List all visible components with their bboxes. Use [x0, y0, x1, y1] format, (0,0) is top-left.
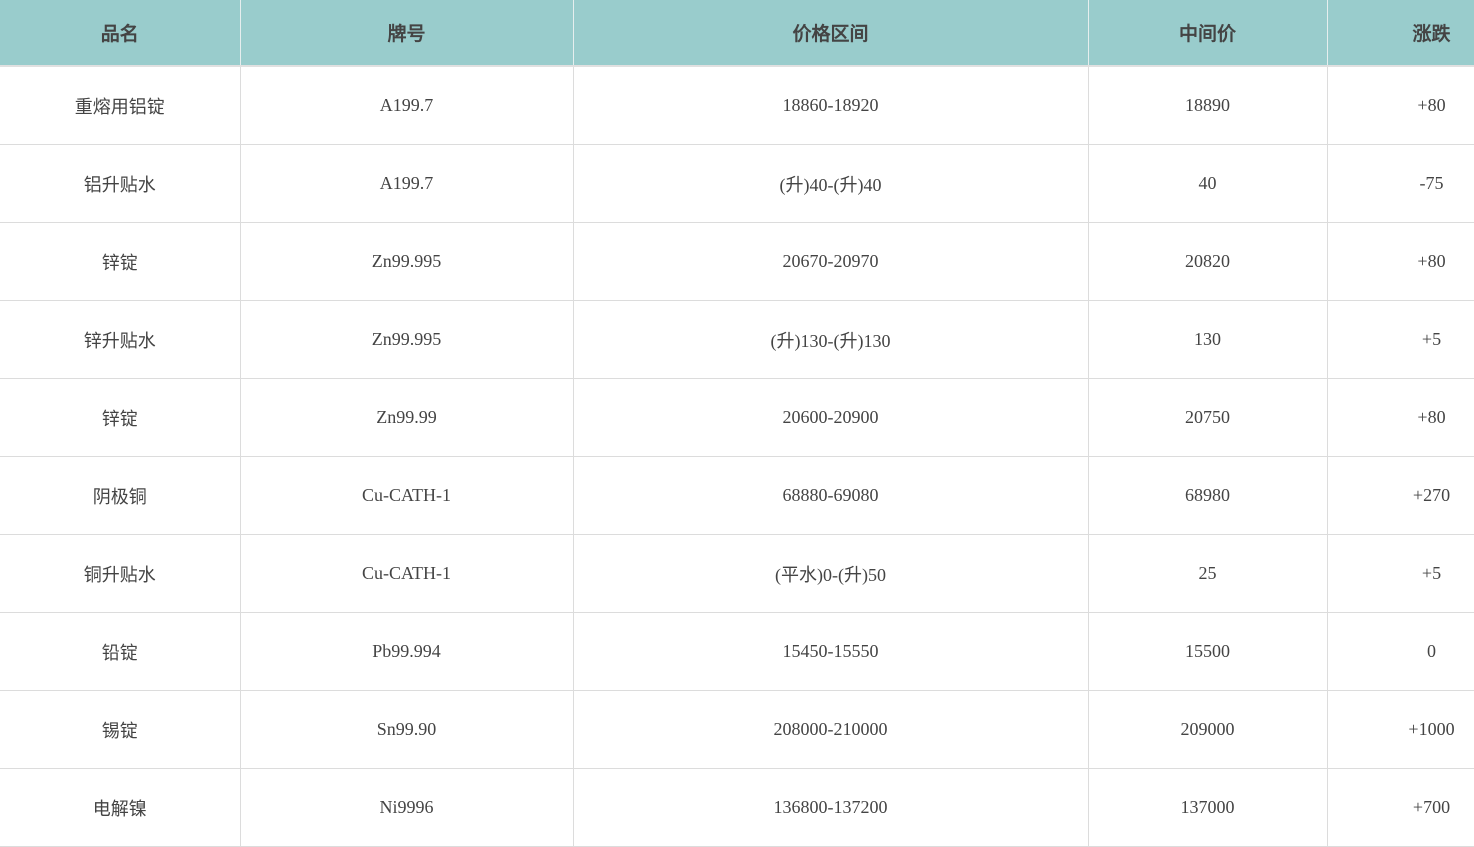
table-row: 重熔用铝锭 A199.7 18860-18920 18890 +80: [0, 66, 1474, 145]
cell-product-name: 锌锭: [0, 378, 241, 457]
table-row: 铅锭 Pb99.994 15450-15550 15500 0: [0, 612, 1474, 691]
table-row: 铝升贴水 A199.7 (升)40-(升)40 40 -75: [0, 144, 1474, 223]
cell-grade: Zn99.99: [240, 378, 574, 457]
cell-change: +5: [1327, 534, 1474, 613]
table-row: 锌锭 Zn99.99 20600-20900 20750 +80: [0, 378, 1474, 457]
cell-price-range: 20670-20970: [573, 222, 1089, 301]
cell-change: +80: [1327, 66, 1474, 145]
cell-change: -75: [1327, 144, 1474, 223]
cell-product-name: 阴极铜: [0, 456, 241, 535]
cell-grade: Pb99.994: [240, 612, 574, 691]
header-row: 品名 牌号 价格区间 中间价 涨跌: [0, 0, 1474, 67]
table-row: 锌锭 Zn99.995 20670-20970 20820 +80: [0, 222, 1474, 301]
cell-change: +270: [1327, 456, 1474, 535]
header-price-range: 价格区间: [573, 0, 1089, 67]
cell-price-range: (升)130-(升)130: [573, 300, 1089, 379]
cell-price-range: 136800-137200: [573, 768, 1089, 847]
table-row: 铜升贴水 Cu-CATH-1 (平水)0-(升)50 25 +5: [0, 534, 1474, 613]
table-row: 锡锭 Sn99.90 208000-210000 209000 +1000: [0, 690, 1474, 769]
header-grade: 牌号: [240, 0, 574, 67]
cell-grade: Zn99.995: [240, 300, 574, 379]
table-row: 锌升贴水 Zn99.995 (升)130-(升)130 130 +5: [0, 300, 1474, 379]
cell-grade: Zn99.995: [240, 222, 574, 301]
cell-grade: Sn99.90: [240, 690, 574, 769]
cell-mid-price: 18890: [1088, 66, 1328, 145]
header-mid-price: 中间价: [1088, 0, 1328, 67]
cell-product-name: 锡锭: [0, 690, 241, 769]
cell-grade: Cu-CATH-1: [240, 456, 574, 535]
cell-change: +80: [1327, 378, 1474, 457]
cell-product-name: 铝升贴水: [0, 144, 241, 223]
cell-mid-price: 130: [1088, 300, 1328, 379]
cell-mid-price: 137000: [1088, 768, 1328, 847]
cell-price-range: (升)40-(升)40: [573, 144, 1089, 223]
table-row: 阴极铜 Cu-CATH-1 68880-69080 68980 +270: [0, 456, 1474, 535]
cell-mid-price: 40: [1088, 144, 1328, 223]
cell-price-range: 20600-20900: [573, 378, 1089, 457]
cell-product-name: 电解镍: [0, 768, 241, 847]
cell-grade: Ni9996: [240, 768, 574, 847]
table-row: 电解镍 Ni9996 136800-137200 137000 +700: [0, 768, 1474, 847]
cell-mid-price: 25: [1088, 534, 1328, 613]
cell-price-range: 18860-18920: [573, 66, 1089, 145]
cell-mid-price: 68980: [1088, 456, 1328, 535]
cell-change: 0: [1327, 612, 1474, 691]
cell-change: +80: [1327, 222, 1474, 301]
cell-change: +1000: [1327, 690, 1474, 769]
cell-change: +5: [1327, 300, 1474, 379]
cell-change: +700: [1327, 768, 1474, 847]
cell-price-range: 15450-15550: [573, 612, 1089, 691]
header-change: 涨跌: [1327, 0, 1474, 67]
cell-product-name: 重熔用铝锭: [0, 66, 241, 145]
cell-mid-price: 15500: [1088, 612, 1328, 691]
cell-mid-price: 20750: [1088, 378, 1328, 457]
cell-grade: A199.7: [240, 66, 574, 145]
cell-price-range: 208000-210000: [573, 690, 1089, 769]
cell-grade: A199.7: [240, 144, 574, 223]
cell-product-name: 锌锭: [0, 222, 241, 301]
cell-product-name: 铅锭: [0, 612, 241, 691]
cell-price-range: (平水)0-(升)50: [573, 534, 1089, 613]
cell-mid-price: 20820: [1088, 222, 1328, 301]
cell-product-name: 锌升贴水: [0, 300, 241, 379]
header-product-name: 品名: [0, 0, 241, 67]
cell-price-range: 68880-69080: [573, 456, 1089, 535]
cell-mid-price: 209000: [1088, 690, 1328, 769]
cell-product-name: 铜升贴水: [0, 534, 241, 613]
cell-grade: Cu-CATH-1: [240, 534, 574, 613]
